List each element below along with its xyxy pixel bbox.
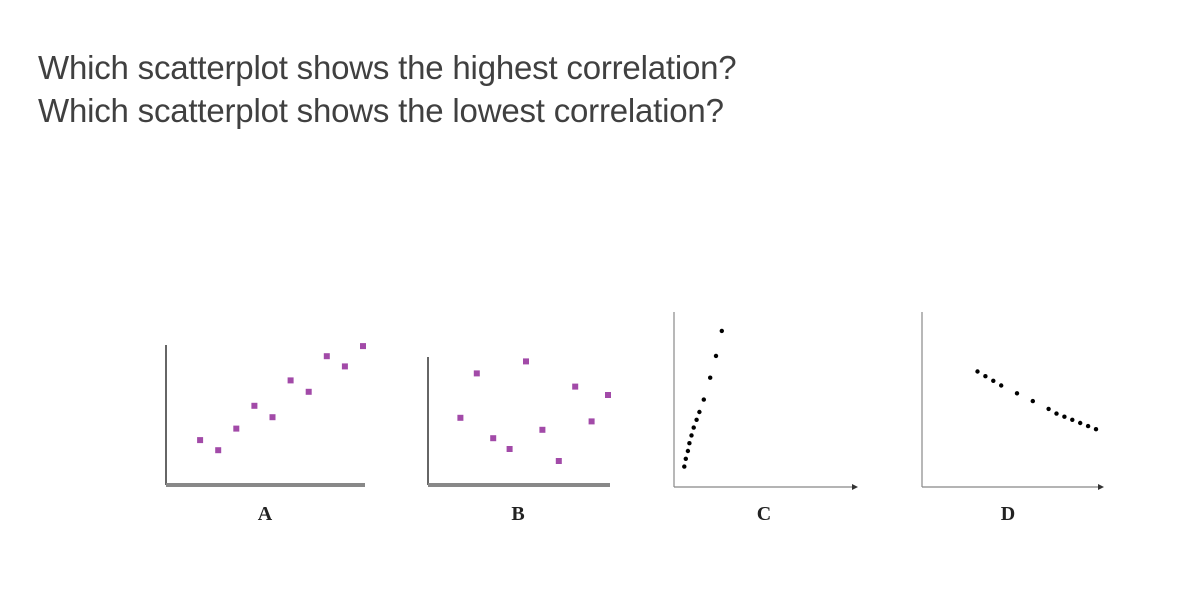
data-point-c-2	[683, 456, 688, 461]
x-axis-arrow	[1098, 484, 1104, 490]
x-axis-arrow	[852, 484, 858, 490]
data-point-d-6	[1030, 398, 1035, 404]
points-group	[197, 343, 366, 454]
data-point-c-6	[691, 425, 696, 430]
data-point-a-8	[323, 353, 330, 360]
data-point-a-3	[233, 425, 240, 432]
question-highest-correlation: Which scatterplot shows the highest corr…	[38, 49, 737, 86]
data-point-c-9	[701, 397, 706, 402]
plot-label-b: B	[511, 503, 525, 525]
data-point-d-4	[999, 383, 1004, 388]
data-point-d-10	[1070, 417, 1075, 422]
data-point-b-2	[473, 370, 480, 377]
data-point-b-6	[539, 426, 546, 433]
data-point-c-8	[697, 409, 702, 415]
data-point-b-5	[523, 358, 529, 365]
data-point-c-3	[685, 448, 691, 454]
data-point-b-4	[506, 446, 513, 452]
data-point-a-5	[269, 414, 276, 421]
points-group	[457, 358, 611, 464]
scatterplot-a	[165, 343, 366, 487]
data-point-d-11	[1078, 420, 1083, 426]
data-point-a-10	[360, 343, 366, 350]
data-point-a-4	[251, 402, 258, 409]
data-point-c-7	[694, 417, 699, 422]
data-point-c-11	[713, 353, 719, 359]
data-point-c-1	[682, 464, 687, 469]
data-point-d-3	[991, 378, 996, 383]
plot-label-c: C	[756, 503, 772, 525]
scatterplot-d	[921, 312, 1104, 490]
data-point-b-7	[555, 458, 562, 464]
data-point-c-5	[689, 433, 694, 438]
data-point-d-1	[975, 369, 980, 374]
data-point-d-13	[1093, 427, 1099, 432]
data-point-d-5	[1014, 391, 1020, 396]
data-point-a-9	[341, 363, 348, 370]
data-point-a-2	[215, 447, 222, 454]
data-point-b-1	[457, 414, 464, 421]
data-point-b-9	[588, 418, 595, 425]
plot-label-a: A	[257, 503, 273, 525]
data-point-b-8	[572, 383, 579, 390]
data-point-a-1	[197, 437, 204, 444]
data-point-c-12	[719, 328, 724, 334]
data-point-a-7	[305, 388, 312, 395]
plot-label-d: D	[1000, 503, 1016, 525]
data-point-b-3	[490, 435, 497, 442]
data-point-d-7	[1046, 406, 1051, 412]
data-point-b-10	[605, 392, 611, 398]
scatterplot-c	[673, 312, 858, 490]
data-point-d-9	[1062, 414, 1067, 419]
scatterplot-b	[427, 357, 611, 487]
data-point-d-12	[1085, 423, 1091, 429]
points-group	[682, 328, 724, 469]
question-lowest-correlation: Which scatterplot shows the lowest corre…	[38, 92, 724, 129]
data-point-d-2	[983, 374, 988, 379]
data-point-c-4	[687, 441, 692, 446]
points-group	[975, 369, 1099, 432]
data-point-c-10	[708, 375, 713, 380]
data-point-d-8	[1054, 411, 1059, 416]
data-point-a-6	[287, 377, 294, 384]
